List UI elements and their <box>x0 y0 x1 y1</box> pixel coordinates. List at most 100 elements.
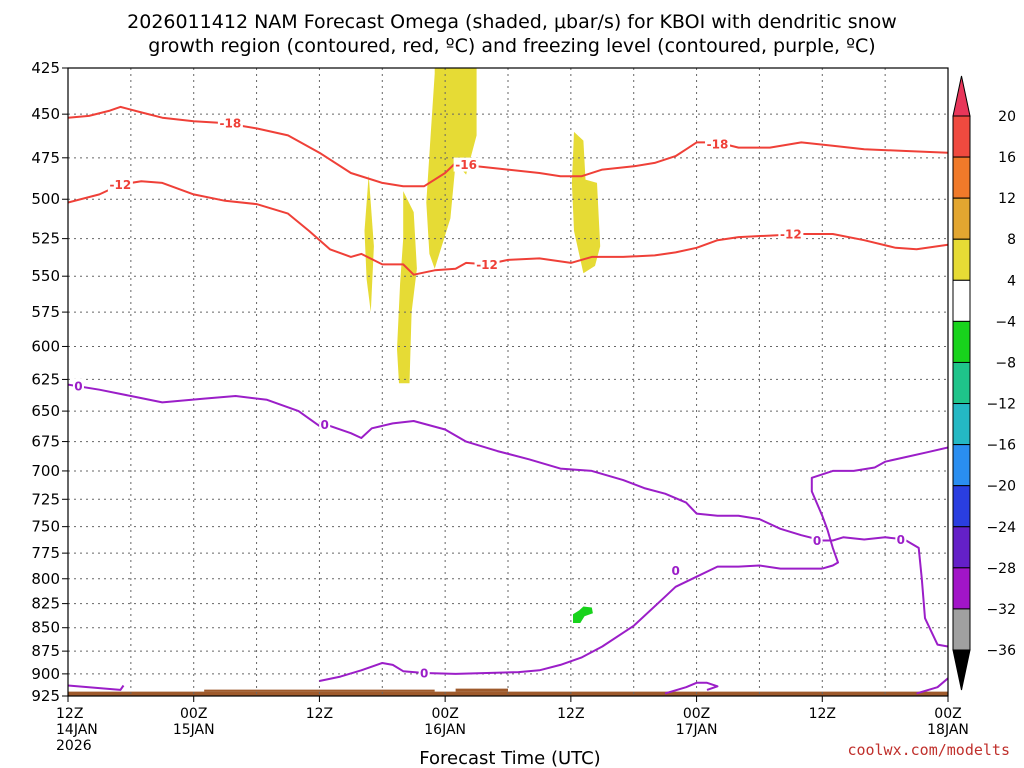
colorbar-bin-12 <box>952 608 971 651</box>
xtick-label-3-1: 16JAN <box>424 722 466 738</box>
grid <box>68 68 948 696</box>
xtick-label-4-0: 12Z <box>557 706 584 722</box>
contour-label-bg-0-2 <box>705 137 731 152</box>
contour-label-2-3: 0 <box>897 533 905 547</box>
colorbar-label-7: −12 <box>986 397 1016 413</box>
ytick-label-8: 625 <box>31 370 60 388</box>
xtick-label-6-0: 12Z <box>809 706 836 722</box>
x-axis-label: Forecast Time (UTC) <box>419 748 600 768</box>
xtick-label-0-1: 14JAN <box>56 722 98 738</box>
contour-label-2-0: 0 <box>74 379 82 393</box>
contour-line-3 <box>810 446 948 570</box>
colorbar-bin-3 <box>952 238 971 281</box>
colorbar-bottom-arrow <box>952 649 971 691</box>
colorbar-label-9: −20 <box>986 479 1016 495</box>
colorbar-label-8: −16 <box>986 438 1016 454</box>
colorbar: 20 16 12 8 4 −4 −8 −12 −16 −20 −24 −28 −32 −36 <box>952 75 1016 691</box>
ytick-label-15: 800 <box>31 570 60 588</box>
contour-label-0-2: -18 <box>707 138 729 152</box>
xtick-label-7-0: 00Z <box>934 706 961 722</box>
colorbar-label-3: 8 <box>1007 232 1016 248</box>
colorbar-bin-1 <box>952 156 971 199</box>
ytick-label-2: 475 <box>31 149 60 167</box>
omega-shade-2 <box>364 174 374 313</box>
contour-line-4 <box>905 539 948 648</box>
ytick-label-7: 600 <box>31 337 60 355</box>
ytick-label-6: 575 <box>31 303 60 321</box>
colorbar-label-11: −28 <box>986 561 1016 577</box>
ytick-label-3: 500 <box>31 190 60 208</box>
ytick-label-20: 925 <box>31 687 60 705</box>
ytick-label-17: 850 <box>31 619 60 637</box>
credit-text: coolwx.com/modelts <box>847 741 1010 759</box>
ytick-label-1: 450 <box>31 105 60 123</box>
colorbar-bin-5 <box>952 320 971 363</box>
colorbar-label-1: 16 <box>998 150 1016 166</box>
colorbar-bin-8 <box>952 444 971 487</box>
omega-shade-3 <box>571 131 601 274</box>
xtick-label-0-2: 2026 <box>56 738 92 754</box>
contour-label-0-1: -16 <box>455 158 477 172</box>
xtick-label-2-0: 12Z <box>306 706 333 722</box>
xtick-label-5-1: 17JAN <box>676 722 718 738</box>
contour-label-5-0: 0 <box>420 666 428 680</box>
omega-shading <box>364 68 601 623</box>
contour-line-6 <box>68 684 125 691</box>
contour-label-bg-2-2 <box>811 533 823 548</box>
contour-line-0 <box>68 105 948 188</box>
contour-line-5 <box>319 564 823 682</box>
colorbar-bin-4 <box>952 279 971 322</box>
xtick-label-1-1: 15JAN <box>173 722 215 738</box>
contour-label-1-1: -12 <box>476 258 498 272</box>
contour-label-0-0: -18 <box>220 117 242 131</box>
colorbar-label-13: −36 <box>986 643 1016 659</box>
colorbar-label-12: −32 <box>986 602 1016 618</box>
colorbar-label-6: −8 <box>995 355 1016 371</box>
y-axis: 425 450 475 500 525 550 575 600 625 650 675 700 725 7… <box>31 59 68 705</box>
contour-label-bg-0-0 <box>217 116 243 131</box>
colorbar-label-5: −4 <box>995 314 1016 330</box>
colorbar-bin-2 <box>952 197 971 240</box>
contours: -18 -16 -18 -12 -12 -12 0 0 0 0 0 0 <box>68 105 948 695</box>
plot-frame <box>67 67 949 697</box>
colorbar-bin-11 <box>952 567 971 610</box>
contour-label-bg-5-1 <box>670 563 682 578</box>
xtick-label-5-0: 00Z <box>683 706 710 722</box>
colorbar-label-0: 20 <box>998 109 1016 125</box>
contour-label-bg-2-3 <box>895 532 907 547</box>
terrain-bump-1 <box>204 689 435 692</box>
omega-shade-1 <box>397 191 417 384</box>
colorbar-bin-9 <box>952 485 971 528</box>
ytick-label-11: 700 <box>31 462 60 480</box>
contour-line-2 <box>68 383 907 542</box>
contour-label-bg-0-1 <box>453 157 479 172</box>
contour-label-bg-1-0 <box>107 177 133 192</box>
colorbar-bin-10 <box>952 526 971 569</box>
contour-label-2-2: 0 <box>813 534 821 548</box>
colorbar-bin-0 <box>952 115 971 158</box>
ytick-label-10: 675 <box>31 433 60 451</box>
contour-label-1-2: -12 <box>780 228 802 242</box>
xtick-label-0-0: 12Z <box>56 706 83 722</box>
contour-label-1-0: -12 <box>110 178 132 192</box>
colorbar-bin-6 <box>952 361 971 405</box>
colorbar-label-4: 4 <box>1007 273 1016 289</box>
title-line-1: 2026011412 NAM Forecast Omega (shaded, μ… <box>127 11 897 33</box>
contour-label-bg-1-2 <box>778 227 804 242</box>
colorbar-label-2: 12 <box>998 191 1016 207</box>
xtick-label-3-0: 00Z <box>431 706 458 722</box>
ytick-label-13: 750 <box>31 518 60 536</box>
contour-label-bg-2-0 <box>72 378 84 393</box>
contour-label-bg-2-1 <box>319 417 331 432</box>
ytick-label-19: 900 <box>31 665 60 683</box>
contour-label-5-1: 0 <box>671 564 679 578</box>
xtick-label-7-1: 18JAN <box>927 722 969 738</box>
colorbar-bin-7 <box>952 403 971 446</box>
ytick-label-16: 825 <box>31 595 60 613</box>
colorbar-label-10: −24 <box>986 520 1016 536</box>
contour-line-8 <box>916 677 948 695</box>
ytick-label-9: 650 <box>31 402 60 420</box>
ytick-label-5: 550 <box>31 267 60 285</box>
